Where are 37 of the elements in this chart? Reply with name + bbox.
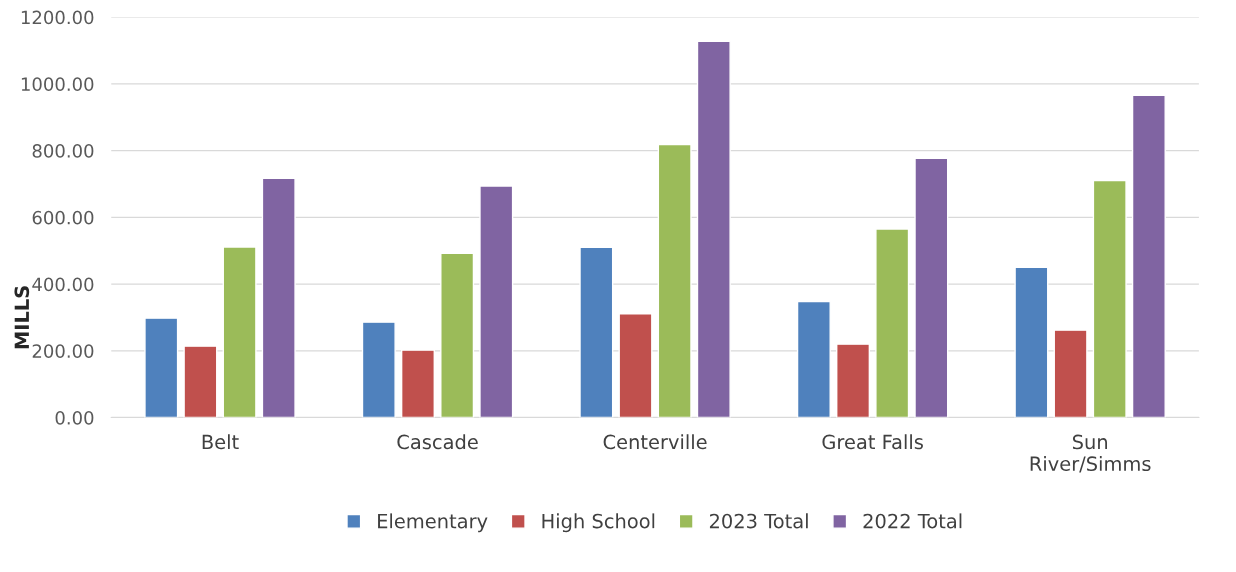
- bar: [657, 143, 692, 418]
- bar: [440, 252, 475, 418]
- bar: [261, 177, 296, 418]
- bar: [875, 228, 910, 418]
- bar: [361, 321, 396, 418]
- bar: [696, 40, 731, 418]
- x-tick-label: Belt: [202, 434, 239, 450]
- legend-label: High School: [542, 513, 655, 533]
- bar: [183, 345, 218, 418]
- legend-label: Elementary: [378, 513, 488, 533]
- x-tick-label: Great Falls: [822, 434, 923, 450]
- legend-label: 2023 Total: [709, 513, 808, 529]
- bar: [400, 349, 435, 418]
- x-tick-label: Cascade: [397, 434, 478, 450]
- bar: [796, 300, 831, 418]
- y-tick-label: 800.00: [32, 144, 94, 158]
- bar: [1053, 329, 1088, 418]
- y-tick-label: 1000.00: [21, 77, 94, 92]
- bar: [479, 185, 514, 418]
- bar: [1014, 266, 1049, 418]
- bar: [222, 246, 257, 418]
- y-axis-title: MILLS: [14, 286, 30, 349]
- y-tick-label: 400.00: [32, 277, 94, 292]
- y-tick-label: 600.00: [32, 210, 94, 225]
- y-tick-label: 1200.00: [21, 10, 94, 25]
- bar: [1131, 94, 1166, 418]
- bar: [618, 313, 653, 418]
- y-tick-label: 200.00: [32, 344, 94, 358]
- legend-label: 2022 Total: [863, 513, 962, 529]
- bar: [914, 157, 949, 418]
- y-tick-label: 0.00: [55, 411, 94, 425]
- bar: [1092, 179, 1127, 418]
- bar: [144, 317, 179, 418]
- x-tick-label: Centerville: [603, 434, 707, 450]
- x-tick-label: Sun River/Simms: [1030, 434, 1151, 473]
- bar: [836, 343, 871, 418]
- bar: [579, 246, 614, 418]
